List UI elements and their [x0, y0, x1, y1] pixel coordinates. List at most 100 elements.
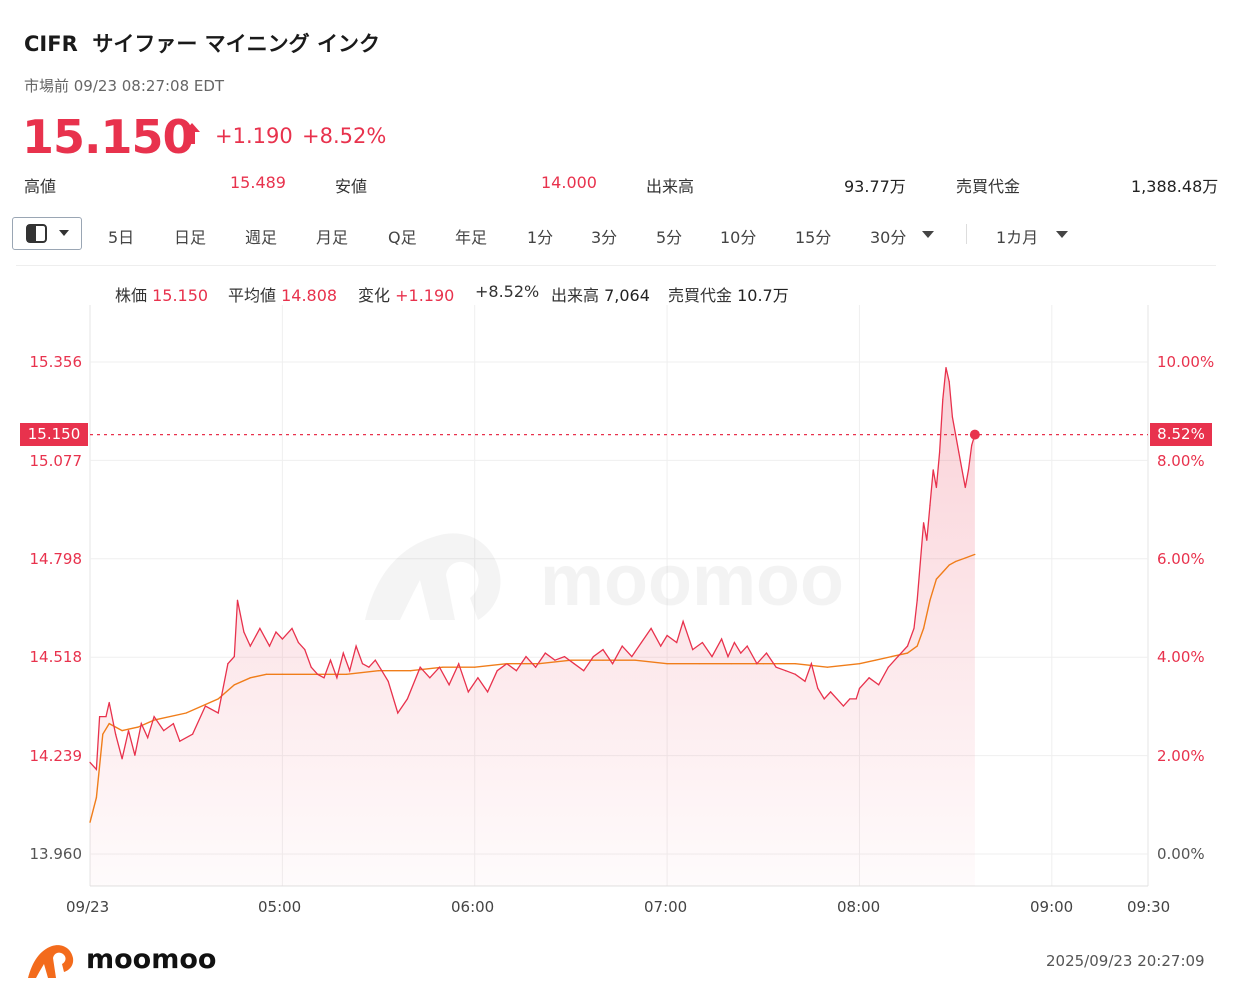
price-point	[948, 381, 950, 383]
price-point	[368, 666, 370, 668]
price-point	[849, 698, 851, 700]
tab-weekly[interactable]: 週足	[245, 228, 278, 247]
avg-point	[89, 821, 91, 823]
price-point	[191, 733, 194, 735]
avg-point	[506, 663, 508, 665]
avg-point	[935, 578, 938, 580]
price-point	[275, 631, 277, 633]
watermark-logo	[365, 533, 501, 620]
avg-point	[233, 684, 235, 686]
tab-30min[interactable]: 30分	[870, 228, 907, 247]
y-tick-right-0: 10.00%	[1157, 353, 1215, 371]
avg-point	[906, 652, 909, 654]
tab-1min[interactable]: 1分	[527, 228, 554, 247]
toolbar-divider	[966, 224, 967, 244]
chevron-down-icon[interactable]	[921, 229, 935, 239]
tab-5day[interactable]: 5日	[108, 228, 135, 247]
avg-point	[442, 666, 444, 668]
price-point	[438, 666, 441, 668]
avg-point	[964, 557, 966, 559]
x-tick-0: 09/23	[66, 898, 110, 916]
price-point	[406, 698, 408, 700]
avg-point	[698, 663, 700, 665]
price-point	[631, 656, 633, 658]
avg-point	[185, 712, 187, 714]
avg-point	[538, 663, 540, 665]
tab-3min[interactable]: 3分	[591, 228, 618, 247]
avg-point	[890, 656, 893, 658]
stat-turnover-label: 売買代金	[956, 177, 1021, 196]
avg-point	[249, 677, 251, 679]
price-point	[243, 631, 245, 633]
avg-point	[377, 670, 380, 672]
info-price: 株価 15.150	[115, 282, 208, 306]
tab-yearly[interactable]: 年足	[455, 228, 488, 247]
price-point	[236, 599, 239, 601]
tab-15min[interactable]: 15分	[795, 228, 832, 247]
info-volume-value: 7,064	[604, 286, 650, 305]
price-point	[140, 722, 142, 725]
price-point	[666, 634, 668, 637]
price-point	[804, 680, 806, 682]
tab-quarterly[interactable]: Q足	[388, 228, 417, 247]
avg-point	[602, 659, 604, 661]
price-point	[573, 663, 575, 665]
price-point	[692, 648, 694, 651]
price-point	[775, 666, 777, 668]
tab-10min[interactable]: 10分	[720, 228, 757, 247]
price-point	[974, 434, 976, 436]
tab-daily[interactable]: 日足	[174, 228, 207, 247]
price-point	[153, 715, 155, 718]
price-point	[115, 733, 117, 735]
avg-point	[916, 645, 918, 647]
price-point	[467, 691, 469, 693]
avg-point	[281, 673, 283, 675]
price-point	[939, 451, 941, 453]
price-point	[515, 670, 518, 672]
chart-type-dropdown[interactable]	[12, 217, 82, 250]
price-point	[349, 670, 351, 672]
price-point	[281, 638, 283, 640]
x-tick-2: 06:00	[451, 898, 495, 916]
info-turnover: 売買代金 10.7万	[668, 282, 789, 306]
price-point	[733, 641, 736, 644]
price-point	[836, 698, 838, 700]
price-point	[929, 504, 931, 506]
period-select[interactable]: 1カ月	[996, 228, 1039, 247]
avg-point	[410, 670, 412, 672]
stat-high-value: 15.489	[230, 173, 286, 192]
price-point	[448, 684, 450, 686]
price-point	[971, 444, 973, 446]
price-point	[179, 740, 181, 742]
price-point	[711, 656, 713, 658]
price-point	[477, 677, 479, 679]
price-point	[458, 663, 460, 665]
company-name: サイファー マイニング インク	[92, 32, 380, 56]
avg-point	[265, 673, 267, 675]
price-point	[602, 648, 604, 651]
y-tick-right-3: 4.00%	[1157, 648, 1205, 666]
avg-point	[153, 719, 155, 721]
price-point	[720, 638, 723, 640]
avg-point	[95, 797, 98, 799]
info-volume-label: 出来高	[551, 286, 600, 305]
price-point	[361, 663, 364, 665]
stock-title: CIFR サイファー マイニング インク	[24, 28, 380, 58]
stat-turnover-value: 1,388.48万	[1131, 177, 1219, 196]
stat-low-value: 14.000	[541, 173, 597, 192]
tab-5min[interactable]: 5分	[656, 228, 683, 247]
x-tick-1: 05:00	[258, 898, 302, 916]
session-time: 市場前 09/23 08:27:08 EDT	[24, 77, 225, 95]
info-turnover-value: 10.7万	[737, 286, 789, 305]
period-chevron-down-icon[interactable]	[1055, 229, 1069, 239]
price-point	[121, 758, 123, 760]
avg-point	[313, 673, 316, 675]
y-tick-right-2: 6.00%	[1157, 550, 1205, 568]
y-tick-left-5: 13.960	[29, 845, 83, 863]
avg-point	[474, 666, 476, 668]
price-point	[926, 539, 928, 541]
price-point	[583, 670, 585, 672]
price-point	[650, 627, 652, 630]
tab-monthly[interactable]: 月足	[316, 228, 349, 247]
